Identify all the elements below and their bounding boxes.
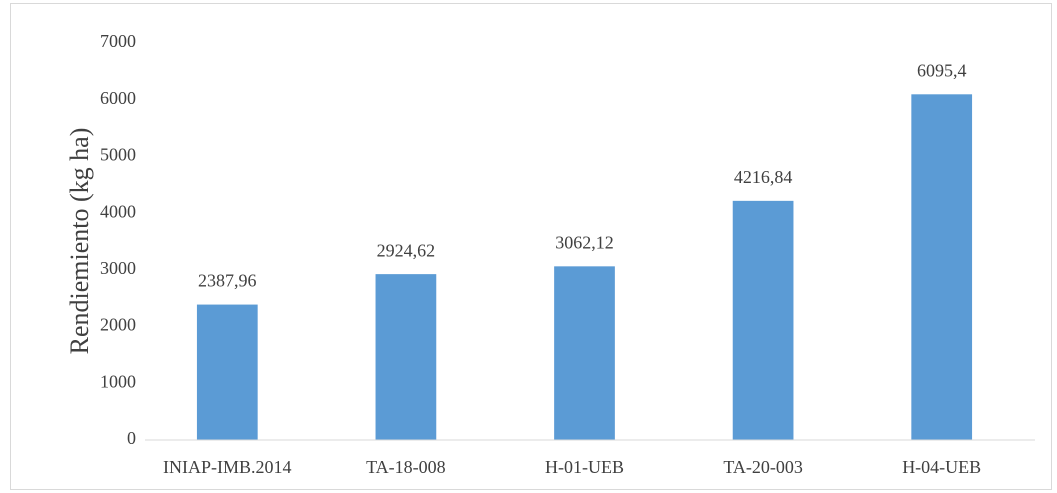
- bar: [732, 200, 794, 440]
- x-tick-label: H-01-UEB: [545, 457, 624, 477]
- data-label: 4216,84: [734, 167, 793, 187]
- bar: [554, 266, 615, 440]
- bar: [375, 274, 437, 440]
- bar: [196, 304, 258, 440]
- y-tick-label: 7000: [100, 31, 136, 51]
- x-tick-label: H-04-UEB: [902, 457, 981, 477]
- x-tick-label: TA-20-003: [723, 457, 803, 477]
- y-axis-label: Rendiemiento (kg ha): [65, 128, 94, 355]
- chart-border: [10, 3, 1052, 490]
- data-label: 6095,4: [917, 60, 967, 80]
- data-label: 2387,96: [198, 271, 257, 291]
- y-tick-label: 2000: [100, 315, 136, 335]
- x-tick-label: TA-18-008: [366, 457, 446, 477]
- x-tick-label: INIAP-IMB.2014: [163, 457, 292, 477]
- y-tick-label: 6000: [100, 88, 136, 108]
- y-tick-label: 4000: [100, 201, 136, 221]
- bar: [911, 94, 973, 440]
- data-label: 2924,62: [377, 240, 436, 260]
- y-tick-label: 0: [127, 428, 136, 448]
- y-tick-label: 3000: [100, 258, 136, 278]
- data-label: 3062,12: [555, 232, 614, 252]
- y-tick-label: 5000: [100, 145, 136, 165]
- y-tick-label: 1000: [100, 371, 136, 391]
